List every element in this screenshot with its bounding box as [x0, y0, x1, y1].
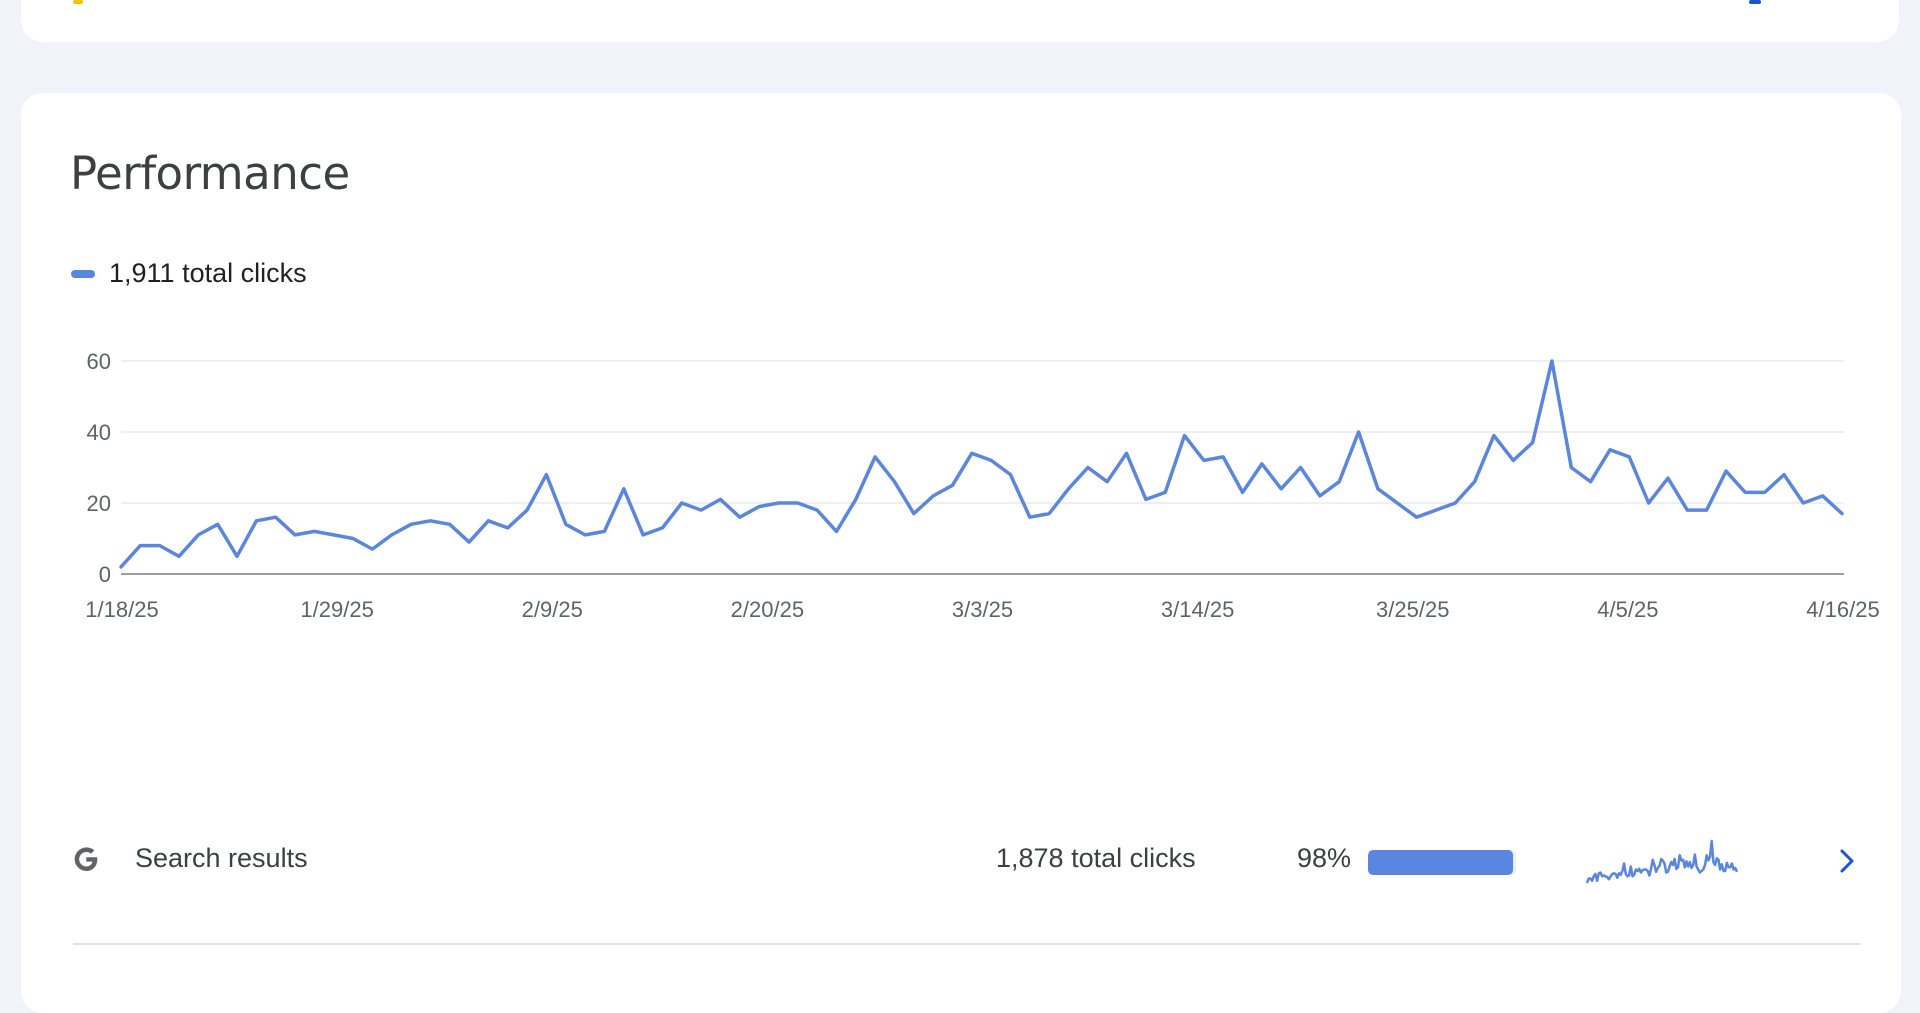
chart-legend[interactable]: 1,911 total clicks	[71, 258, 307, 289]
link-fragment-icon	[1749, 0, 1761, 4]
status-indicator-icon	[73, 0, 83, 4]
clicks-series-line	[119, 359, 1844, 569]
performance-card: Performance 1,911 total clicks 0 20 40 60 1/…	[21, 93, 1901, 1013]
y-tick-label: 0	[99, 562, 111, 587]
x-tick-label: 4/16/25	[1806, 597, 1879, 622]
page-title: Performance	[70, 147, 350, 200]
search-results-row[interactable]: Search results 1,878 total clicks 98%	[70, 835, 1856, 891]
google-g-icon	[74, 847, 98, 871]
sparkline-chart	[1585, 839, 1739, 884]
sparkline-series-line	[1585, 839, 1739, 884]
percent-bar-fill	[1368, 850, 1514, 875]
x-tick-label: 3/25/25	[1376, 597, 1449, 622]
x-tick-label: 4/5/25	[1597, 597, 1658, 622]
x-tick-label: 3/3/25	[952, 597, 1013, 622]
previous-card	[21, 0, 1899, 42]
chevron-right-icon[interactable]	[1832, 843, 1862, 879]
y-tick-label: 60	[87, 349, 111, 374]
row-divider	[73, 943, 1861, 945]
percent-bar	[1368, 850, 1516, 875]
y-tick-label: 40	[87, 420, 111, 445]
y-tick-label: 20	[87, 491, 111, 516]
clicks-line-chart[interactable]: 0 20 40 60 1/18/25 1/29/25 2/9/25 2/20/25 3/3/25…	[21, 93, 1901, 753]
x-tick-label: 3/14/25	[1161, 597, 1234, 622]
search-results-total-clicks: 1,878 total clicks	[996, 843, 1196, 873]
x-tick-label: 2/9/25	[522, 597, 583, 622]
legend-swatch-icon	[71, 269, 95, 278]
search-results-percent: 98%	[1297, 843, 1352, 873]
x-tick-label: 1/18/25	[85, 597, 158, 622]
x-tick-label: 2/20/25	[731, 597, 804, 622]
search-results-label: Search results	[135, 843, 308, 873]
x-tick-label: 1/29/25	[300, 597, 373, 622]
legend-label: 1,911 total clicks	[109, 258, 307, 288]
